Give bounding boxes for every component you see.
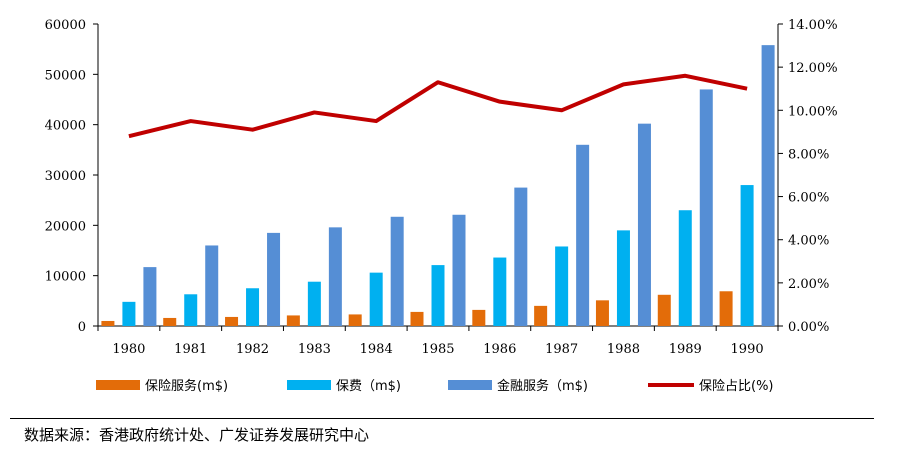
- bar: [555, 246, 569, 326]
- x-tick-label: 1982: [236, 342, 269, 357]
- x-tick-label: 1980: [112, 342, 145, 357]
- bar: [637, 123, 651, 326]
- source-note: 数据来源：香港政府统计处、广发证券发展研究中心: [24, 426, 370, 444]
- right-tick-label: 0.00%: [788, 320, 829, 335]
- bar: [534, 305, 548, 326]
- left-tick-label: 60000: [45, 18, 86, 33]
- bar: [514, 187, 528, 326]
- left-tick-label: 20000: [45, 219, 86, 234]
- bar: [390, 216, 404, 326]
- axes: 0 10000 20000 30000 40000 50000 60000 0.00% 2.00…: [45, 18, 838, 357]
- x-tick-label: 1990: [731, 342, 764, 357]
- x-tick-label: 1989: [669, 342, 702, 357]
- right-tick-label: 10.00%: [788, 104, 838, 119]
- bar: [369, 272, 383, 326]
- bar: [101, 320, 115, 326]
- legend: 保险服务(m$) 保费（m$) 金融服务（m$) 保险占比(%): [96, 378, 774, 394]
- bar: [699, 89, 713, 326]
- bar: [163, 317, 177, 326]
- right-tick-label: 12.00%: [788, 61, 838, 76]
- bar: [307, 281, 321, 326]
- left-tick-label: 50000: [45, 68, 86, 83]
- x-tick-label: 1981: [174, 342, 207, 357]
- right-tick-label: 2.00%: [788, 277, 829, 292]
- bar: [328, 227, 342, 326]
- x-tick-label: 1984: [360, 342, 393, 357]
- bar: [678, 210, 692, 326]
- legend-swatch: [448, 380, 492, 390]
- left-tick-label: 10000: [45, 270, 86, 285]
- bar: [719, 291, 733, 326]
- legend-swatch: [287, 380, 331, 390]
- bar: [452, 214, 466, 326]
- legend-label: 保险服务(m$): [145, 378, 228, 394]
- divider-rule: [10, 418, 874, 419]
- bar: [410, 311, 424, 326]
- bars: [101, 45, 775, 326]
- bar: [595, 300, 609, 326]
- right-tick-label: 14.00%: [788, 18, 838, 33]
- bar: [761, 45, 775, 326]
- legend-label: 金融服务（m$): [497, 378, 588, 394]
- bar: [472, 309, 486, 326]
- bar: [286, 315, 300, 326]
- legend-swatch: [96, 380, 140, 390]
- bar: [431, 265, 445, 326]
- legend-label: 保费（m$): [336, 379, 401, 394]
- legend-label: 保险占比(%): [699, 379, 774, 394]
- bar: [740, 185, 754, 326]
- left-tick-label: 40000: [45, 119, 86, 134]
- bar: [246, 288, 260, 326]
- chart: 0 10000 20000 30000 40000 50000 60000 0.00% 2.00…: [45, 18, 838, 394]
- bar: [184, 294, 198, 326]
- x-tick-label: 1986: [483, 342, 516, 357]
- line-series: [128, 73, 748, 139]
- bar: [616, 230, 630, 326]
- right-tick-label: 8.00%: [788, 147, 829, 162]
- right-tick-label: 6.00%: [788, 191, 829, 206]
- x-tick-label: 1983: [298, 342, 331, 357]
- left-tick-label: 0: [78, 320, 86, 335]
- bar: [225, 316, 239, 326]
- bar: [348, 314, 362, 326]
- right-tick-label: 4.00%: [788, 234, 829, 249]
- x-tick-label: 1988: [607, 342, 640, 357]
- bar: [122, 301, 136, 326]
- bar: [657, 294, 671, 326]
- bar: [143, 267, 157, 326]
- bar: [576, 144, 590, 326]
- left-tick-label: 30000: [45, 169, 86, 184]
- x-tick-label: 1985: [421, 342, 454, 357]
- bar: [493, 257, 507, 326]
- bar: [267, 232, 281, 326]
- line-series-path: [128, 73, 748, 139]
- bar: [205, 245, 219, 326]
- x-tick-label: 1987: [545, 342, 578, 357]
